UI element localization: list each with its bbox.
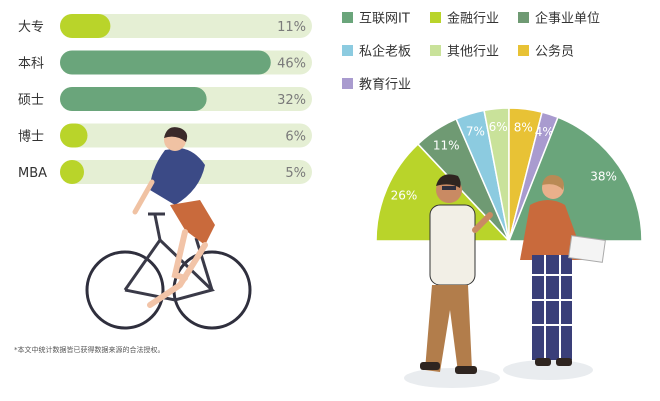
legend-swatch xyxy=(430,45,441,56)
legend-swatch xyxy=(430,12,441,23)
bar-value-label: 6% xyxy=(285,130,306,145)
pie-slice-label: 8% xyxy=(514,121,533,135)
bar-category-label: 本科 xyxy=(18,57,44,72)
pie-slice-label: 26% xyxy=(391,189,418,203)
pie-slice-label: 38% xyxy=(590,170,617,184)
legend-swatch xyxy=(342,45,353,56)
legend-swatch xyxy=(342,78,353,89)
bar-value-label: 46% xyxy=(277,57,306,72)
bar-category-label: MBA xyxy=(18,166,47,181)
bar-category-label: 博士 xyxy=(18,130,44,145)
legend-label: 金融行业 xyxy=(447,11,499,27)
industry-half-pie-chart: 26% 11% 7% 6% 8% 4% 38% xyxy=(375,107,643,242)
pie-slice-label: 7% xyxy=(466,125,485,139)
bar-3 xyxy=(60,123,88,148)
pie-slice-label: 11% xyxy=(433,138,460,152)
legend-label: 教育行业 xyxy=(359,77,411,93)
bar-2 xyxy=(60,87,207,111)
bar-category-label: 硕士 xyxy=(18,93,44,108)
bar-value-label: 5% xyxy=(285,166,306,181)
legend-label: 其他行业 xyxy=(447,45,499,60)
two-people-talking-illustration xyxy=(404,174,606,388)
legend-swatch xyxy=(342,12,353,23)
cyclist-illustration xyxy=(85,127,252,330)
bar-value-label: 11% xyxy=(277,20,306,35)
bar-0 xyxy=(60,14,111,38)
pie-slice-label: 6% xyxy=(489,120,508,134)
legend-label: 企事业单位 xyxy=(535,11,600,27)
bar-value-label: 32% xyxy=(277,93,306,108)
legend-swatch xyxy=(518,45,529,56)
legend-label: 互联网IT xyxy=(359,12,410,27)
legend-swatch xyxy=(518,12,529,23)
footnote: *本文中统计数据皆已获得数据来源的合法授权。 xyxy=(14,345,165,354)
bar-4 xyxy=(60,160,84,184)
legend-label: 私企老板 xyxy=(359,44,411,60)
bar-track xyxy=(60,14,312,38)
bar-1 xyxy=(60,50,271,75)
bar-category-label: 大专 xyxy=(18,20,44,35)
pie-slice-label: 4% xyxy=(535,125,554,139)
legend-label: 公务员 xyxy=(535,44,574,60)
